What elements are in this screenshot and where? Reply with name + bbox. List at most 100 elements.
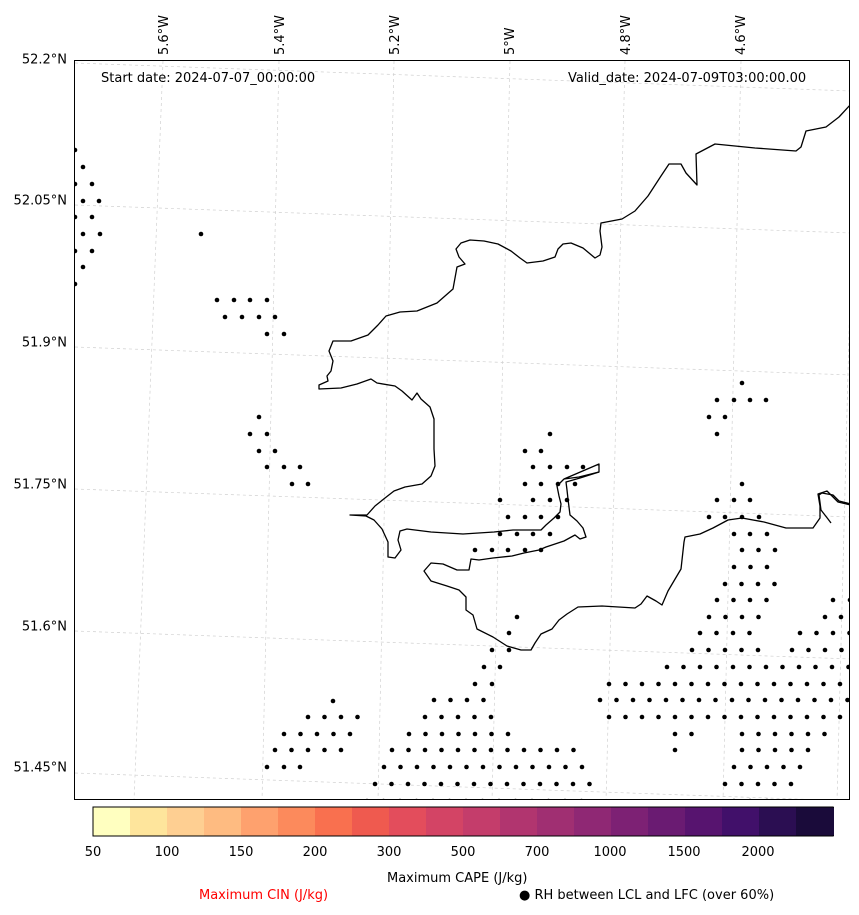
rh-dot (96, 198, 102, 204)
rh-dot (722, 647, 728, 653)
rh-dot (564, 497, 570, 503)
rh-dot (472, 547, 478, 553)
rh-dot (639, 681, 645, 687)
rh-dot (455, 781, 460, 787)
rh-dot (381, 764, 387, 770)
rh-dot (755, 714, 760, 720)
rh-legend-label: RH between LCL and LFC (over 60%) (534, 888, 775, 903)
rh-dot (664, 664, 670, 670)
rh-dot (689, 714, 694, 720)
rh-dot (297, 464, 303, 470)
colorbar-cell (648, 807, 685, 836)
rh-dot (829, 664, 835, 670)
colorbar-cell (278, 807, 315, 836)
rh-dot (281, 464, 287, 470)
rh-dot (747, 597, 753, 603)
rh-dot (89, 248, 95, 254)
rh-dot (739, 781, 744, 787)
rh-dot (546, 764, 552, 770)
rh-dot (272, 448, 278, 454)
colorbar-cell (796, 807, 834, 836)
rh-dot (264, 331, 270, 337)
colorbar-cell (130, 807, 167, 836)
rh-dot (555, 514, 561, 520)
rh-dot (797, 764, 803, 770)
rh-dot (689, 731, 694, 737)
rh-dot (788, 714, 793, 720)
rh-dot (456, 731, 461, 737)
rh-dot (597, 697, 603, 703)
rh-dot (822, 731, 827, 737)
rh-dot (264, 431, 270, 437)
rh-dot (847, 630, 849, 636)
rh-legend: ● RH between LCL and LFC (over 60%) (519, 888, 774, 903)
rh-dot (747, 531, 753, 537)
rh-dot (547, 464, 553, 470)
rh-dot (722, 681, 727, 687)
colorbar-cell (352, 807, 389, 836)
rh-dot (481, 798, 484, 799)
gridline-lon-4-6 (722, 61, 742, 799)
rh-dot (506, 630, 512, 636)
lon-label-5: 5°W (503, 27, 518, 55)
rh-dot (755, 647, 761, 653)
rh-dot (755, 581, 761, 587)
rh-dot (488, 714, 494, 720)
rh-dot (389, 781, 394, 787)
lat-label-51-75: 51.75°N (13, 477, 67, 493)
rh-dot (830, 597, 836, 603)
rh-dot (714, 630, 719, 636)
rh-dot (606, 681, 612, 687)
colorbar-cell (93, 807, 130, 836)
rh-dot (822, 614, 828, 620)
colorbar-tick-500: 500 (450, 845, 476, 860)
rh-dot (530, 497, 536, 503)
gridline-lon-4-8 (605, 61, 626, 799)
rh-dot (805, 731, 811, 737)
rh-dot (789, 747, 794, 753)
rh-dot (472, 747, 477, 753)
rh-dot (530, 798, 534, 799)
rh-dot (756, 747, 761, 753)
rh-dot (804, 714, 810, 720)
rh-dot (755, 681, 760, 687)
rh-dot (731, 497, 737, 503)
rh-dot (797, 630, 803, 636)
rh-dot (538, 448, 544, 454)
rh-dot (231, 297, 237, 303)
rh-dot (547, 531, 553, 537)
gridline-lat-51-75 (75, 488, 849, 518)
rh-dot (739, 614, 745, 620)
gridline-lat-51-6 (75, 630, 849, 660)
lon-label-4-8: 4.8°W (619, 14, 634, 55)
rh-dot (706, 647, 711, 653)
rh-dot (806, 647, 811, 653)
rh-dot (772, 781, 777, 787)
rh-dot (697, 630, 703, 636)
rh-dot (756, 514, 762, 520)
rh-dot (788, 681, 793, 687)
rh-dot (731, 564, 737, 570)
rh-dot (547, 431, 553, 437)
rh-dot (314, 731, 320, 737)
rh-dot (623, 681, 628, 687)
rh-dot (579, 764, 585, 770)
colorbar-cell (241, 807, 278, 836)
rh-dot (563, 798, 567, 799)
rh-dot (322, 714, 327, 720)
rh-dot (355, 714, 360, 720)
rh-dot (762, 697, 768, 703)
rh-dot (739, 647, 744, 653)
rh-dot (747, 497, 753, 503)
gridline-lon-5 (491, 61, 511, 799)
rh-dot (347, 731, 353, 737)
rh-dot (198, 231, 204, 237)
rh-dot (838, 614, 844, 620)
rh-dot (755, 781, 761, 787)
colorbar-tick-100: 100 (154, 845, 180, 860)
colorbar-cell (389, 807, 426, 836)
coastline-north (318, 105, 849, 559)
rh-dot (464, 764, 469, 770)
rh-dot (537, 781, 543, 787)
rh-dot (281, 764, 287, 770)
